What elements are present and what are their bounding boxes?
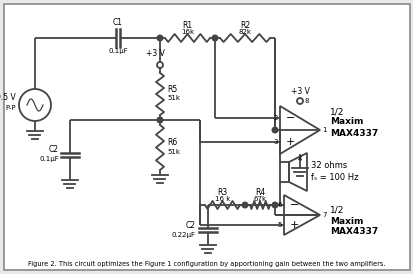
Text: 0.1μF: 0.1μF bbox=[108, 48, 128, 54]
Text: R5: R5 bbox=[166, 84, 177, 93]
Text: fₛ = 100 Hz: fₛ = 100 Hz bbox=[310, 173, 358, 182]
Text: 1/2: 1/2 bbox=[329, 107, 344, 116]
Text: R6: R6 bbox=[166, 138, 177, 147]
Bar bbox=[279, 162, 288, 182]
Text: +3 V: +3 V bbox=[145, 49, 164, 58]
Text: 4: 4 bbox=[297, 156, 301, 162]
Text: 16k: 16k bbox=[180, 29, 194, 35]
Circle shape bbox=[242, 202, 247, 208]
Text: 1/2: 1/2 bbox=[329, 206, 344, 215]
Text: 51k: 51k bbox=[166, 149, 180, 155]
Circle shape bbox=[157, 117, 162, 123]
Text: 16 k: 16 k bbox=[214, 196, 230, 202]
Text: 82k: 82k bbox=[238, 29, 251, 35]
Text: 0.22μF: 0.22μF bbox=[171, 232, 195, 238]
Text: C2: C2 bbox=[185, 221, 195, 230]
Text: 67k: 67k bbox=[253, 196, 266, 202]
Text: 6: 6 bbox=[277, 202, 281, 208]
Text: −: − bbox=[289, 200, 299, 210]
Text: R3: R3 bbox=[217, 188, 227, 197]
Text: 3: 3 bbox=[273, 139, 277, 145]
Text: 1: 1 bbox=[321, 127, 326, 133]
Text: −: − bbox=[285, 113, 294, 123]
Text: Maxim: Maxim bbox=[329, 118, 363, 127]
Text: C1: C1 bbox=[113, 18, 123, 27]
Text: 2: 2 bbox=[273, 115, 277, 121]
Text: +3 V: +3 V bbox=[290, 87, 309, 96]
Text: R4: R4 bbox=[254, 188, 264, 197]
Text: 0.5 V: 0.5 V bbox=[0, 93, 16, 101]
Text: MAX4337: MAX4337 bbox=[329, 227, 377, 236]
Circle shape bbox=[212, 35, 217, 41]
Circle shape bbox=[271, 202, 277, 208]
Text: +: + bbox=[285, 137, 294, 147]
Text: +: + bbox=[289, 220, 299, 230]
Text: Maxim: Maxim bbox=[329, 216, 363, 226]
Text: C2: C2 bbox=[49, 144, 59, 153]
Text: R1: R1 bbox=[182, 21, 192, 30]
Text: 8: 8 bbox=[304, 98, 309, 104]
Circle shape bbox=[157, 35, 162, 41]
Text: 51k: 51k bbox=[166, 95, 180, 101]
Text: 5: 5 bbox=[277, 222, 281, 228]
Text: MAX4337: MAX4337 bbox=[329, 130, 377, 138]
Text: 32 ohms: 32 ohms bbox=[310, 161, 347, 170]
Text: Figure 2. This circuit optimizes the Figure 1 configuration by apportioning gain: Figure 2. This circuit optimizes the Fig… bbox=[28, 261, 385, 267]
Text: R2: R2 bbox=[240, 21, 249, 30]
Circle shape bbox=[271, 127, 277, 133]
Text: P-P: P-P bbox=[5, 105, 16, 111]
Text: 0.1μF: 0.1μF bbox=[39, 156, 59, 162]
Text: 7: 7 bbox=[321, 212, 326, 218]
